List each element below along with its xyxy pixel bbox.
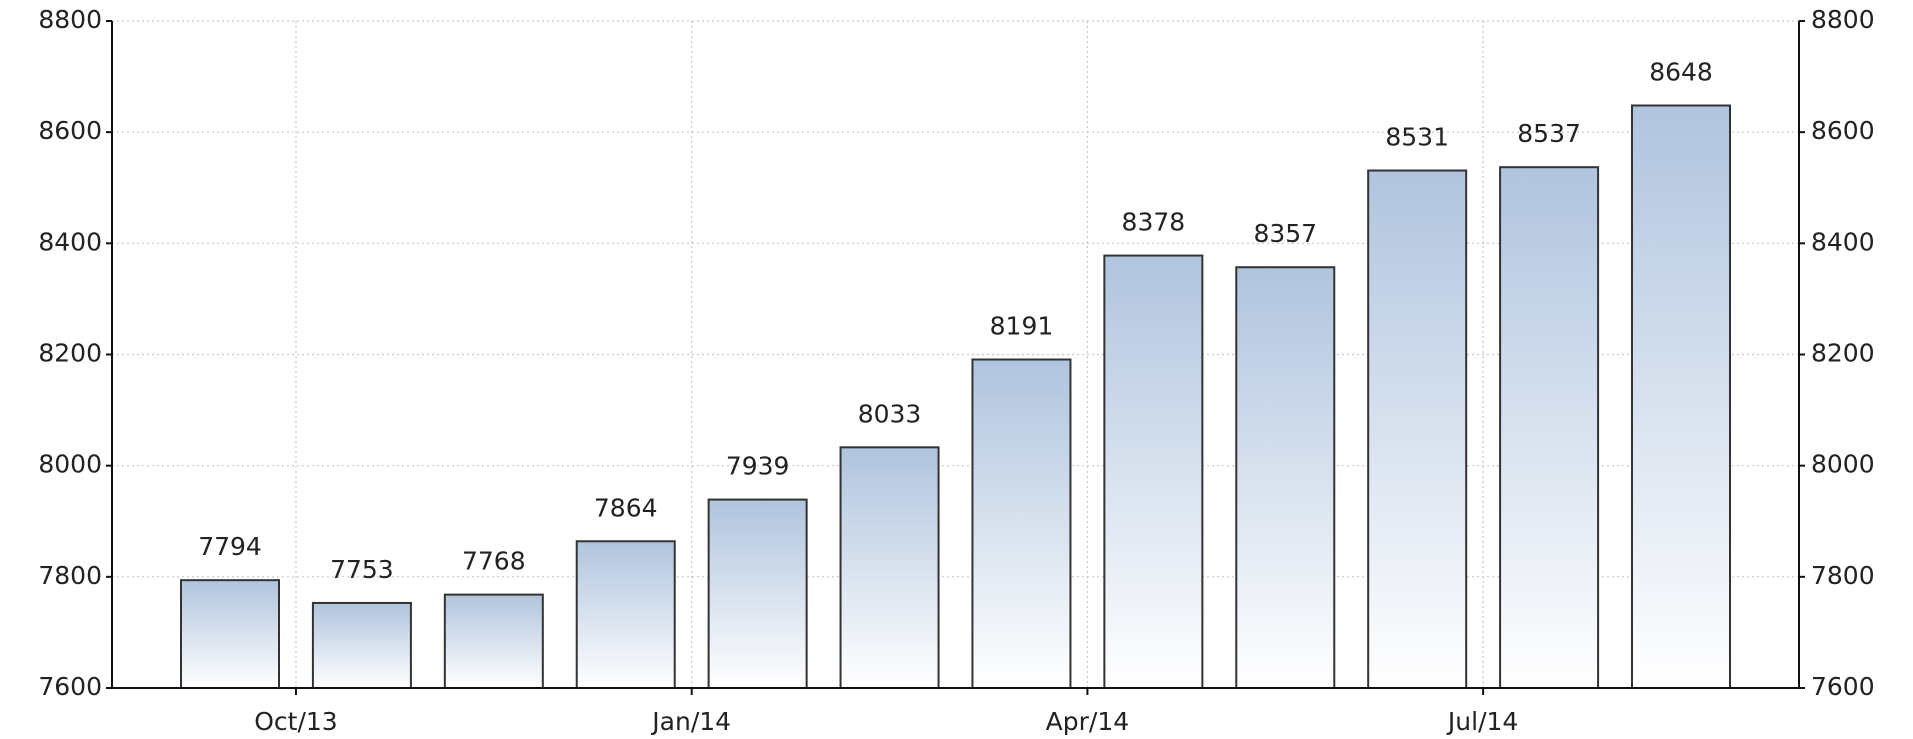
bar — [311, 601, 412, 690]
y-tick-label: 8600 — [38, 116, 102, 145]
value-label: 8531 — [1385, 123, 1449, 152]
y-tick-label: 8200 — [38, 339, 102, 368]
y-tick-label: 7800 — [38, 561, 102, 590]
bar — [443, 593, 544, 689]
bar — [707, 498, 808, 690]
value-label: 7939 — [726, 452, 790, 481]
y2-tick-label: 7600 — [1811, 672, 1875, 701]
x-tick-label: Jan/14 — [650, 707, 731, 736]
value-label: 8357 — [1253, 219, 1317, 248]
x-tick-label: Oct/13 — [254, 707, 337, 736]
bar — [1367, 169, 1468, 689]
y-tick-label: 8400 — [38, 227, 102, 256]
y-tick-label: 8000 — [38, 450, 102, 479]
y2-tick-label: 8000 — [1811, 450, 1875, 479]
bar — [575, 540, 676, 690]
y2-tick-label: 8800 — [1811, 5, 1875, 34]
y2-tick-label: 7800 — [1811, 561, 1875, 590]
value-label: 7768 — [462, 547, 526, 576]
bar — [839, 446, 940, 689]
bar — [971, 358, 1072, 689]
value-label: 8033 — [858, 399, 922, 428]
value-label: 7753 — [330, 555, 394, 584]
value-label: 8537 — [1517, 119, 1581, 148]
y-tick-label: 7600 — [38, 672, 102, 701]
y2-tick-label: 8400 — [1811, 227, 1875, 256]
x-tick-label: Jul/14 — [1446, 707, 1518, 736]
value-label: 7794 — [198, 532, 262, 561]
y2-tick-label: 8200 — [1811, 339, 1875, 368]
y2-tick-label: 8600 — [1811, 116, 1875, 145]
x-tick-label: Apr/14 — [1046, 707, 1129, 736]
bar — [1499, 166, 1600, 690]
value-label: 8648 — [1649, 57, 1713, 86]
bar — [1103, 254, 1204, 689]
value-label: 7864 — [594, 493, 658, 522]
y-tick-label: 8800 — [38, 5, 102, 34]
value-label: 8378 — [1122, 208, 1186, 237]
bar — [1631, 104, 1731, 689]
bar — [1235, 266, 1336, 689]
value-label: 8191 — [990, 312, 1054, 341]
bar — [180, 579, 280, 689]
